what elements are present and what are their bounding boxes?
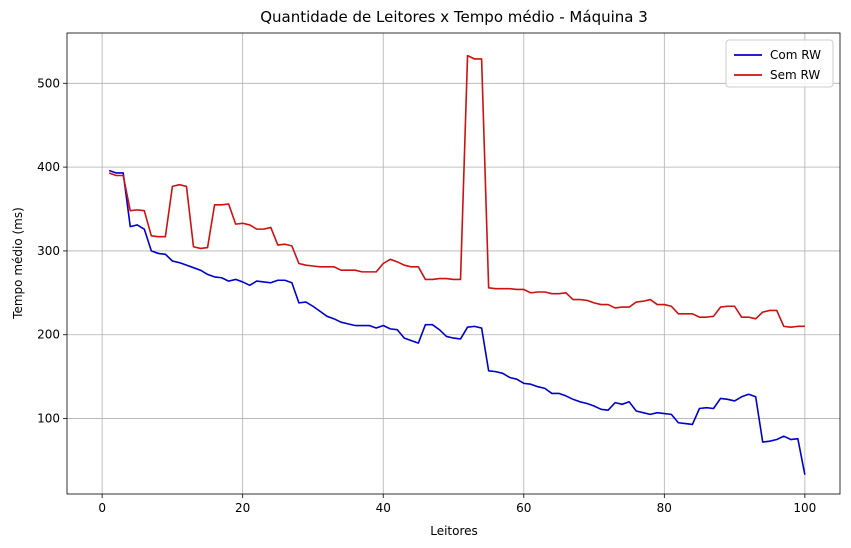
grid [67,33,840,494]
y-axis-label: Tempo médio (ms) [11,207,25,320]
series-line-com-rw [108,169,806,475]
y-tick-label: 300 [37,244,60,258]
chart-title: Quantidade de Leitores x Tempo médio - M… [260,8,648,26]
y-tick-label: 500 [37,76,60,90]
x-axis-label: Leitores [430,524,478,538]
legend-label: Com RW [770,48,821,62]
x-tick-label: 40 [376,501,391,515]
y-tick-label: 200 [37,328,60,342]
x-axis-ticks: 0 20 40 60 80 100 [98,494,816,515]
x-tick-label: 100 [793,501,816,515]
series-layer [108,54,806,475]
y-tick-label: 400 [37,160,60,174]
x-tick-label: 0 [98,501,106,515]
y-tick-label: 100 [37,412,60,426]
legend: Com RW Sem RW [725,39,834,88]
x-tick-label: 20 [235,501,250,515]
plot-frame [66,32,841,495]
y-axis-ticks: 100 200 300 400 500 [37,76,67,426]
x-tick-label: 80 [657,501,672,515]
x-tick-label: 60 [516,501,531,515]
series-line-sem-rw [108,54,805,329]
legend-label: Sem RW [770,68,820,82]
